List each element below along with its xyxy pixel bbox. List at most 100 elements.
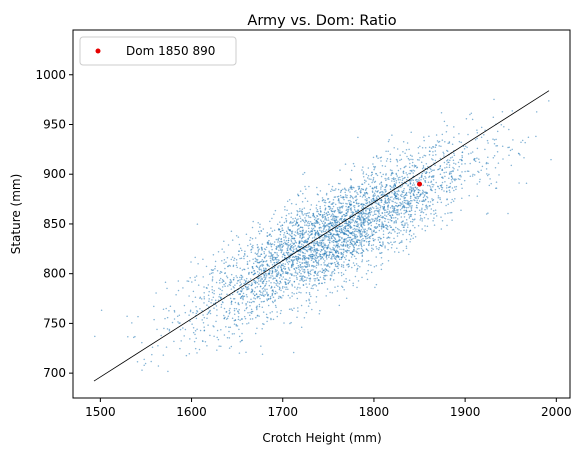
cloud-point [247, 312, 249, 314]
cloud-point [342, 244, 345, 246]
cloud-point [246, 301, 249, 303]
cloud-point [416, 166, 418, 169]
cloud-point [457, 161, 460, 164]
cloud-point [385, 202, 387, 205]
cloud-point [283, 239, 285, 241]
cloud-point [291, 259, 294, 261]
cloud-point [319, 253, 322, 256]
cloud-point [327, 216, 330, 219]
cloud-point [251, 226, 254, 229]
cloud-point [330, 215, 332, 218]
cloud-point [373, 165, 375, 168]
cloud-point [418, 179, 420, 181]
cloud-point [194, 296, 197, 299]
cloud-point [275, 275, 278, 277]
cloud-point [331, 255, 333, 257]
cloud-point [352, 244, 354, 247]
cloud-point [274, 209, 277, 212]
cloud-point [193, 340, 196, 343]
cloud-point [423, 200, 425, 202]
cloud-point [345, 255, 348, 257]
cloud-point [495, 138, 497, 141]
cloud-point [279, 245, 281, 247]
cloud-point [231, 293, 234, 296]
cloud-point [339, 194, 342, 197]
cloud-point [344, 222, 347, 225]
cloud-point [245, 294, 248, 296]
cloud-point [404, 176, 406, 179]
cloud-point [269, 242, 272, 245]
cloud-point [226, 317, 229, 320]
cloud-point [353, 216, 356, 218]
cloud-point [392, 207, 394, 210]
cloud-point [280, 265, 283, 267]
cloud-point [322, 253, 324, 255]
cloud-point [251, 289, 254, 291]
cloud-point [314, 241, 316, 243]
cloud-point [328, 253, 331, 256]
plot-frame [72, 29, 571, 399]
cloud-point [288, 257, 290, 260]
cloud-point [274, 304, 277, 307]
cloud-point [389, 160, 392, 163]
cloud-point [167, 370, 169, 373]
cloud-point [328, 237, 331, 240]
cloud-point [446, 166, 448, 169]
cloud-point [363, 203, 365, 206]
cloud-point [384, 220, 386, 223]
cloud-point [349, 222, 352, 225]
cloud-point [297, 193, 299, 196]
cloud-point [266, 231, 269, 234]
cloud-point [254, 260, 257, 263]
cloud-point [328, 183, 330, 186]
cloud-point [331, 262, 334, 265]
cloud-point [405, 209, 407, 212]
cloud-point [372, 178, 375, 181]
cloud-point [200, 298, 203, 300]
cloud-point [245, 280, 247, 283]
cloud-point [410, 206, 413, 208]
cloud-point [204, 341, 207, 343]
cloud-point [360, 244, 363, 246]
cloud-point [362, 206, 365, 209]
cloud-point [236, 266, 238, 269]
cloud-point [384, 211, 386, 214]
cloud-point [310, 287, 313, 289]
cloud-point [290, 237, 293, 239]
cloud-point [471, 175, 474, 177]
cloud-point [127, 335, 129, 338]
cloud-point [269, 257, 272, 259]
cloud-point [323, 253, 325, 255]
cloud-point [351, 266, 353, 269]
cloud-point [433, 213, 435, 216]
cloud-point [272, 254, 274, 256]
cloud-point [298, 227, 300, 230]
cloud-point [405, 191, 408, 194]
cloud-point [316, 240, 318, 243]
cloud-point [254, 237, 257, 239]
cloud-point [387, 221, 390, 223]
cloud-point [421, 203, 424, 206]
cloud-point [306, 286, 308, 288]
cloud-point [414, 196, 416, 199]
cloud-point [323, 201, 326, 203]
cloud-point [259, 285, 262, 288]
cloud-point [291, 242, 293, 244]
cloud-point [384, 209, 387, 211]
cloud-point [206, 313, 209, 315]
cloud-point [453, 152, 455, 154]
cloud-point [432, 169, 434, 172]
cloud-point [268, 255, 270, 258]
cloud-point [348, 188, 350, 191]
cloud-point [270, 235, 273, 237]
cloud-point [268, 239, 270, 242]
cloud-point [302, 255, 304, 258]
cloud-point [266, 298, 268, 300]
cloud-point [434, 209, 437, 211]
cloud-point [425, 206, 428, 208]
cloud-point [266, 316, 268, 318]
cloud-point [205, 265, 208, 268]
cloud-point [216, 336, 218, 339]
cloud-point [348, 206, 350, 208]
cloud-point [334, 263, 337, 266]
